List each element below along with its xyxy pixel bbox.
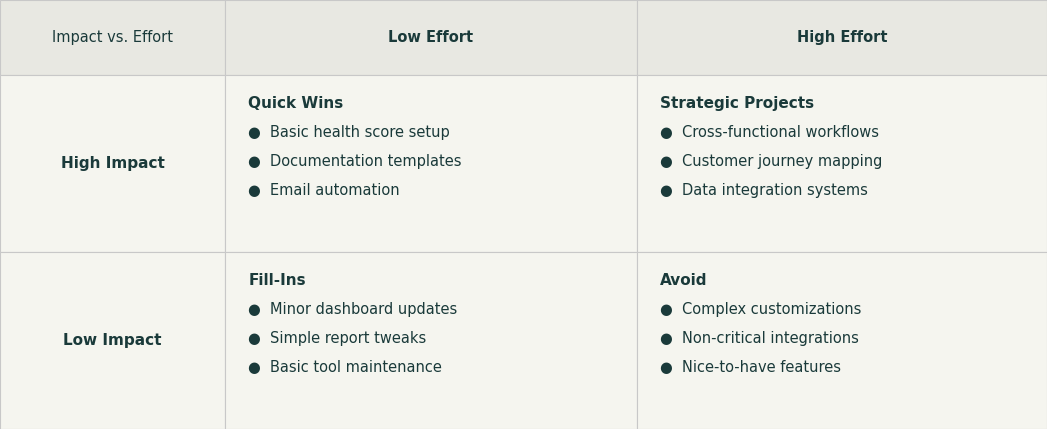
Text: ●  Cross-functional workflows: ● Cross-functional workflows xyxy=(660,125,878,140)
Text: Low Impact: Low Impact xyxy=(63,333,162,348)
Text: Avoid: Avoid xyxy=(660,273,707,287)
Bar xyxy=(0,0,225,75)
Text: ●  Documentation templates: ● Documentation templates xyxy=(248,154,462,169)
Text: ●  Minor dashboard updates: ● Minor dashboard updates xyxy=(248,302,458,317)
Text: ●  Simple report tweaks: ● Simple report tweaks xyxy=(248,331,426,346)
Bar xyxy=(637,252,1047,429)
Text: ●  Basic tool maintenance: ● Basic tool maintenance xyxy=(248,360,442,375)
Bar xyxy=(225,75,637,252)
Text: Low Effort: Low Effort xyxy=(388,30,473,45)
Text: ●  Complex customizations: ● Complex customizations xyxy=(660,302,861,317)
Text: Quick Wins: Quick Wins xyxy=(248,96,343,111)
Bar xyxy=(637,0,1047,75)
Bar xyxy=(0,252,225,429)
Bar xyxy=(0,75,225,252)
Text: ●  Customer journey mapping: ● Customer journey mapping xyxy=(660,154,882,169)
Text: ●  Email automation: ● Email automation xyxy=(248,183,400,198)
Text: High Impact: High Impact xyxy=(61,156,164,171)
Bar xyxy=(225,252,637,429)
Text: Fill-Ins: Fill-Ins xyxy=(248,273,306,287)
Text: ●  Non-critical integrations: ● Non-critical integrations xyxy=(660,331,859,346)
Bar xyxy=(225,0,637,75)
Text: ●  Basic health score setup: ● Basic health score setup xyxy=(248,125,450,140)
Bar xyxy=(637,75,1047,252)
Text: Strategic Projects: Strategic Projects xyxy=(660,96,814,111)
Text: Impact vs. Effort: Impact vs. Effort xyxy=(52,30,173,45)
Text: ●  Nice-to-have features: ● Nice-to-have features xyxy=(660,360,841,375)
Text: ●  Data integration systems: ● Data integration systems xyxy=(660,183,868,198)
Text: High Effort: High Effort xyxy=(797,30,887,45)
